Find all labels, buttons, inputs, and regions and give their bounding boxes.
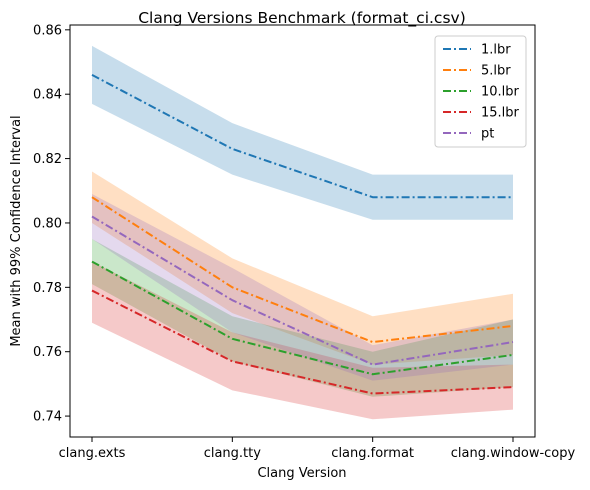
series-line-15-lbr xyxy=(91,289,514,395)
series-line-pt xyxy=(91,215,514,366)
series-line-10-lbr xyxy=(91,260,514,376)
x-tick-label: clang.exts xyxy=(59,446,126,461)
legend-label: 10.lbr xyxy=(481,85,520,100)
y-tick-label: 0.84 xyxy=(33,88,62,103)
legend-box xyxy=(434,35,527,148)
x-axis: clang.exts clang.tty clang.format clang.win… xyxy=(59,437,576,461)
series-lines xyxy=(91,74,514,395)
ci-band-pt xyxy=(92,193,513,381)
x-tick-label: clang.format xyxy=(331,446,414,461)
y-axis-title: Mean with 99% Confidence Interval xyxy=(9,115,24,346)
y-tick-label: 0.82 xyxy=(33,152,62,167)
y-tick-label: 0.76 xyxy=(33,345,62,360)
y-axis: 0.74 0.76 0.78 0.80 0.82 0.84 0.86 xyxy=(33,23,70,425)
x-tick-label: clang.tty xyxy=(204,446,262,461)
y-tick-label: 0.78 xyxy=(33,281,62,296)
legend-label: 1.lbr xyxy=(481,43,511,58)
y-tick-label: 0.80 xyxy=(33,216,62,231)
ci-band-15-lbr xyxy=(92,261,513,420)
legend: 1.lbr 5.lbr 10.lbr 15.lbr pt xyxy=(434,35,527,148)
y-tick-label: 0.86 xyxy=(33,23,62,38)
ci-band-1-lbr xyxy=(92,45,513,220)
confidence-bands xyxy=(92,45,513,420)
legend-label: pt xyxy=(481,127,494,142)
ci-band-10-lbr xyxy=(92,239,513,397)
x-tick-label: clang.window-copy xyxy=(451,446,576,461)
y-tick-label: 0.74 xyxy=(33,410,62,425)
legend-label: 5.lbr xyxy=(481,64,511,79)
chart-title: Clang Versions Benchmark (format_ci.csv) xyxy=(138,9,466,28)
plot-frame xyxy=(69,24,536,438)
ci-band-5-lbr xyxy=(92,171,513,365)
legend-label: 15.lbr xyxy=(481,106,520,121)
x-axis-title: Clang Version xyxy=(257,466,346,481)
series-line-5-lbr xyxy=(91,196,514,344)
